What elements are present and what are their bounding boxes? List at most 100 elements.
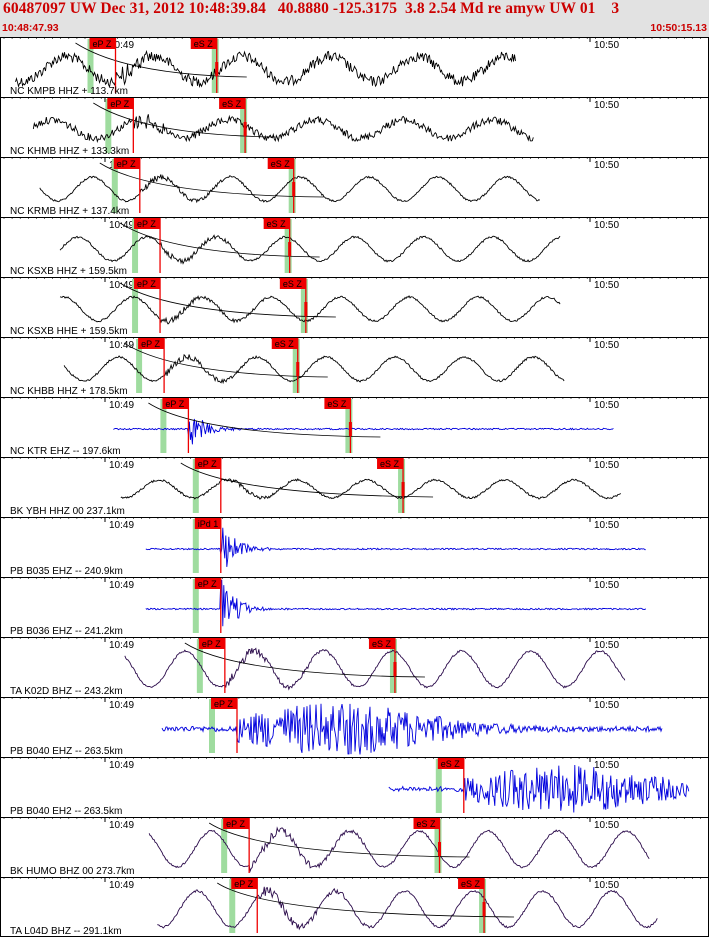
phase-pick-box [267, 158, 294, 169]
window-band [105, 99, 112, 153]
phase-pick-label: eS Z [275, 339, 295, 349]
phase-pick-label: eP Z [198, 459, 217, 469]
minute-label: 10:49 [109, 880, 134, 891]
minute-label: 10:50 [594, 760, 619, 771]
trace-label: BK HUMO BHZ 00 273.7km [10, 866, 134, 877]
trace-row: 10:49 10:50 eP Z eS Z NC KMPB HHZ + 113.7km [0, 37, 709, 97]
window-band [132, 279, 139, 333]
trace-label: NC KHMB HHZ + 133.3km [10, 146, 129, 157]
phase-pick-box [324, 398, 351, 409]
decay-curve [99, 162, 324, 198]
decay-curve [180, 462, 434, 498]
end-time: 10:50:15.13 [650, 22, 707, 34]
phase-pick-marker [401, 482, 405, 496]
waveform [161, 703, 663, 755]
phase-pick-box [113, 158, 140, 169]
phase-pick-label: eP Z [141, 339, 160, 349]
phase-pick-label: eP Z [137, 279, 156, 289]
waveform [145, 579, 647, 627]
window-band [192, 579, 199, 633]
minute-label: 10:50 [594, 100, 619, 111]
phase-pick-label: eP Z [234, 879, 253, 889]
header-bar: 60487097 UW Dec 31, 2012 10:48:39.84 40.… [0, 0, 709, 37]
minute-label: 10:50 [594, 40, 619, 51]
window-band [192, 459, 199, 513]
waveform [157, 886, 658, 931]
phase-pick-label: eP Z [137, 219, 156, 229]
phase-pick-marker [304, 302, 308, 316]
waveform [59, 295, 561, 325]
trace-row: 10:49 10:50 eP Z eS Z NC KHBB HHZ + 178.5km [0, 337, 709, 397]
phase-pick-label: iPd 1 [198, 519, 219, 529]
phase-pick-box [377, 458, 404, 469]
phase-pick-box [134, 278, 161, 289]
minute-label: 10:50 [594, 400, 619, 411]
decay-curve [148, 402, 381, 438]
trace-label: PB B040 EH2 -- 263.5km [10, 806, 122, 817]
waveform [388, 764, 690, 813]
phase-pick-box [211, 698, 237, 709]
minute-label: 10:49 [109, 400, 134, 411]
window-band [435, 759, 442, 813]
trace-row: 10:49 10:50 iPd 1 PB B035 EHZ -- 240.9km [0, 517, 709, 577]
phase-pick-label: eP Z [110, 99, 129, 109]
trace-row: 10:49 10:50 eS Z PB B040 EH2 -- 263.5km [0, 757, 709, 817]
window-band [160, 399, 167, 453]
decay-curve [75, 42, 247, 78]
minute-label: 10:49 [109, 640, 134, 651]
trace-row: 10:49 10:50 eP Z eS Z BK HUMO BHZ 00 273.7km [0, 817, 709, 877]
phase-pick-box [194, 578, 221, 589]
minute-label: 10:49 [109, 220, 134, 231]
phase-pick-box [89, 38, 116, 49]
minute-label: 10:50 [594, 580, 619, 591]
phase-pick-box [194, 518, 221, 529]
start-time: 10:48:47.93 [2, 22, 59, 34]
phase-pick-box [190, 38, 217, 49]
waveform [120, 478, 622, 500]
trace-label: NC KSXB HHE + 159.5km [10, 326, 128, 337]
trace-label: BK YBH HHZ 00 237.1km [10, 506, 125, 517]
trace-label: NC KTR EHZ -- 197.6km [10, 446, 121, 457]
phase-pick-marker [215, 62, 219, 76]
phase-pick-label: eS Z [417, 819, 437, 829]
trace-label: PB B035 EHZ -- 240.9km [10, 566, 123, 577]
minute-label: 10:50 [594, 280, 619, 291]
phase-pick-label: eS Z [271, 159, 291, 169]
phase-pick-box [413, 818, 440, 829]
window-band [111, 159, 118, 213]
trace-label: NC KHBB HHZ + 178.5km [10, 386, 128, 397]
trace-label: PB B040 EHZ -- 263.5km [10, 746, 123, 757]
window-band [229, 879, 236, 933]
phase-pick-box [279, 278, 306, 289]
window-band [87, 39, 94, 93]
phase-pick-box [198, 638, 225, 649]
waveform [145, 527, 646, 567]
event-title: 60487097 UW Dec 31, 2012 10:48:39.84 40.… [3, 0, 620, 17]
phase-pick-label: eS Z [222, 99, 242, 109]
trace-label: TA L04D BHZ -- 291.1km [10, 926, 122, 937]
phase-pick-label: eP Z [198, 579, 217, 589]
minute-label: 10:50 [594, 340, 619, 351]
phase-pick-marker [393, 662, 397, 676]
trace-label: NC KRMB HHZ + 137.4km [10, 206, 129, 217]
decay-curve [119, 222, 320, 258]
phase-pick-box [138, 338, 165, 349]
trace-label: NC KSXB HHZ + 159.5km [10, 266, 127, 277]
minute-label: 10:50 [594, 220, 619, 231]
waveform [32, 114, 534, 143]
phase-pick-box [219, 98, 246, 109]
minute-label: 10:50 [594, 460, 619, 471]
minute-label: 10:49 [109, 700, 134, 711]
phase-pick-marker [288, 242, 292, 256]
phase-pick-label: eP Z [214, 699, 233, 709]
minute-label: 10:50 [594, 520, 619, 531]
phase-pick-box [134, 218, 161, 229]
minute-label: 10:50 [594, 160, 619, 171]
phase-pick-box [263, 218, 290, 229]
phase-pick-marker [292, 182, 296, 196]
trace-label: NC KMPB HHZ + 113.7km [10, 86, 128, 97]
minute-label: 10:49 [109, 340, 134, 351]
